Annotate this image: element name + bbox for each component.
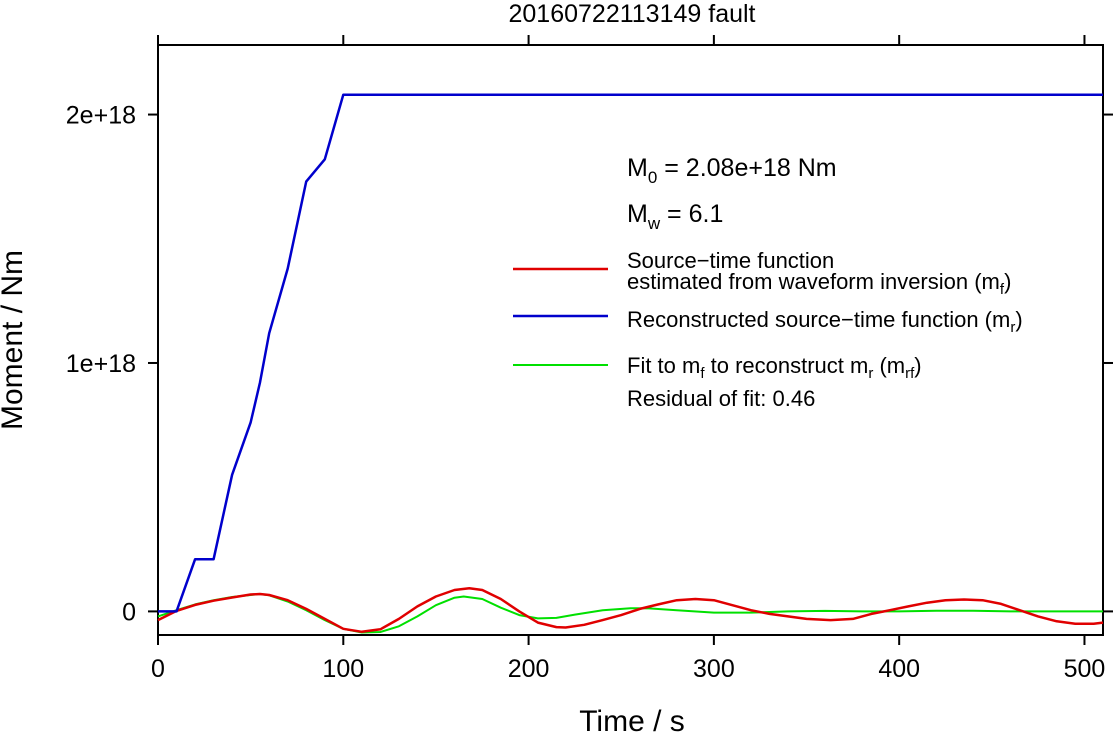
- chart-title: 20160722113149 fault: [509, 0, 756, 28]
- x-axis: 0 100 200 300 400 500: [151, 35, 1105, 683]
- legend-mr-sub: r: [1010, 319, 1015, 336]
- series-mr-line: [158, 93, 1103, 613]
- legend-label-mf-line1: Source−time function: [627, 248, 834, 273]
- legend-label-mrf: Fit to mf to reconstruct mr (mrf): [627, 353, 922, 382]
- legend-mrf-s1: f: [700, 365, 705, 382]
- residual-label: Residual of fit: 0.46: [627, 386, 815, 411]
- legend-mr-text: Reconstructed source−time function (m: [627, 307, 1010, 332]
- mw-value: = 6.1: [660, 200, 723, 228]
- legend-mf-text: estimated from waveform inversion (m: [627, 269, 1000, 294]
- x-tick-label: 500: [1064, 655, 1106, 683]
- m0-subscript: 0: [648, 168, 657, 187]
- mw-symbol: M: [627, 200, 648, 228]
- legend-mrf-t4: ): [914, 353, 921, 378]
- y-axis-label: Moment / Nm: [0, 250, 29, 430]
- legend: Source−time function estimated from wave…: [513, 248, 1023, 411]
- x-tick-label: 300: [693, 655, 735, 683]
- x-axis-label: Time / s: [579, 705, 685, 736]
- legend-mrf-t1: Fit to m: [627, 353, 700, 378]
- m0-annotation: M0 = 2.08e+18 Nm: [627, 154, 837, 187]
- plot-frame: [157, 44, 1104, 636]
- legend-mf-sub: f: [1000, 281, 1005, 298]
- legend-mf-close: ): [1004, 269, 1011, 294]
- x-tick-label: 200: [508, 655, 550, 683]
- mw-subscript: w: [647, 214, 661, 233]
- m0-symbol: M: [627, 154, 648, 182]
- legend-mrf-s3: rf: [905, 365, 915, 382]
- legend-label-mr: Reconstructed source−time function (mr): [627, 307, 1023, 336]
- y-tick-label: 2e+18: [66, 102, 136, 130]
- legend-label-mf-line2: estimated from waveform inversion (mf): [627, 269, 1011, 298]
- m0-value: = 2.08e+18 Nm: [657, 154, 836, 182]
- x-tick-label: 400: [878, 655, 920, 683]
- legend-mrf-s2: r: [868, 365, 873, 382]
- legend-mrf-t2: to reconstruct m: [705, 353, 869, 378]
- series-mf-line: [157, 587, 1104, 634]
- legend-mrf-t3: (m: [873, 353, 905, 378]
- legend-mr-close: ): [1015, 307, 1022, 332]
- y-tick-label: 1e+18: [66, 350, 136, 378]
- x-tick-label: 0: [151, 655, 165, 683]
- x-tick-label: 100: [322, 655, 364, 683]
- mw-annotation: Mw = 6.1: [627, 200, 723, 233]
- series-layer: [157, 93, 1104, 634]
- y-tick-label: 0: [122, 598, 136, 626]
- y-axis: 0 1e+18 2e+18: [66, 102, 1113, 626]
